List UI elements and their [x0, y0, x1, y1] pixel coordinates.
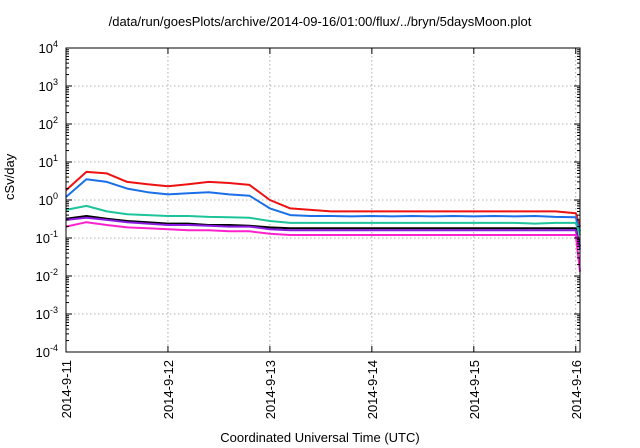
series-line-5 — [65, 216, 581, 250]
x-tick-label: 2014-9-15 — [467, 360, 482, 419]
tick-layer: 104 103 102 101 100 10-1 10-2 10-3 10-42014-9-11… — [36, 39, 584, 419]
x-tick-label: 2014-9-11 — [59, 360, 74, 418]
series-line-4 — [65, 215, 581, 247]
chart-title: /data/run/goesPlots/archive/2014-09-16/0… — [108, 14, 532, 29]
y-axis-label: cSv/day — [2, 153, 17, 200]
x-tick-label: 2014-9-13 — [263, 360, 278, 419]
x-axis-label: Coordinated Universal Time (UTC) — [220, 430, 420, 445]
series-line-3 — [65, 204, 581, 236]
x-tick-label: 2014-9-12 — [161, 360, 176, 419]
series-line-2 — [65, 178, 581, 232]
series-layer — [65, 170, 581, 272]
y-tick-label: 10-3 — [36, 305, 58, 322]
y-tick-label: 104 — [39, 39, 58, 56]
y-tick-label: 10-1 — [36, 229, 58, 246]
x-tick-label: 2014-9-16 — [569, 360, 584, 419]
x-tick-label: 2014-9-14 — [365, 360, 380, 419]
series-line-1 — [65, 170, 581, 227]
y-tick-label: 100 — [39, 191, 58, 208]
y-tick-label: 101 — [39, 153, 58, 170]
y-tick-label: 102 — [39, 115, 58, 132]
y-tick-label: 10-4 — [36, 343, 58, 360]
y-tick-label: 10-2 — [36, 267, 58, 284]
series-line-6 — [65, 221, 581, 272]
grid-layer — [66, 48, 580, 352]
y-tick-label: 103 — [39, 77, 58, 94]
